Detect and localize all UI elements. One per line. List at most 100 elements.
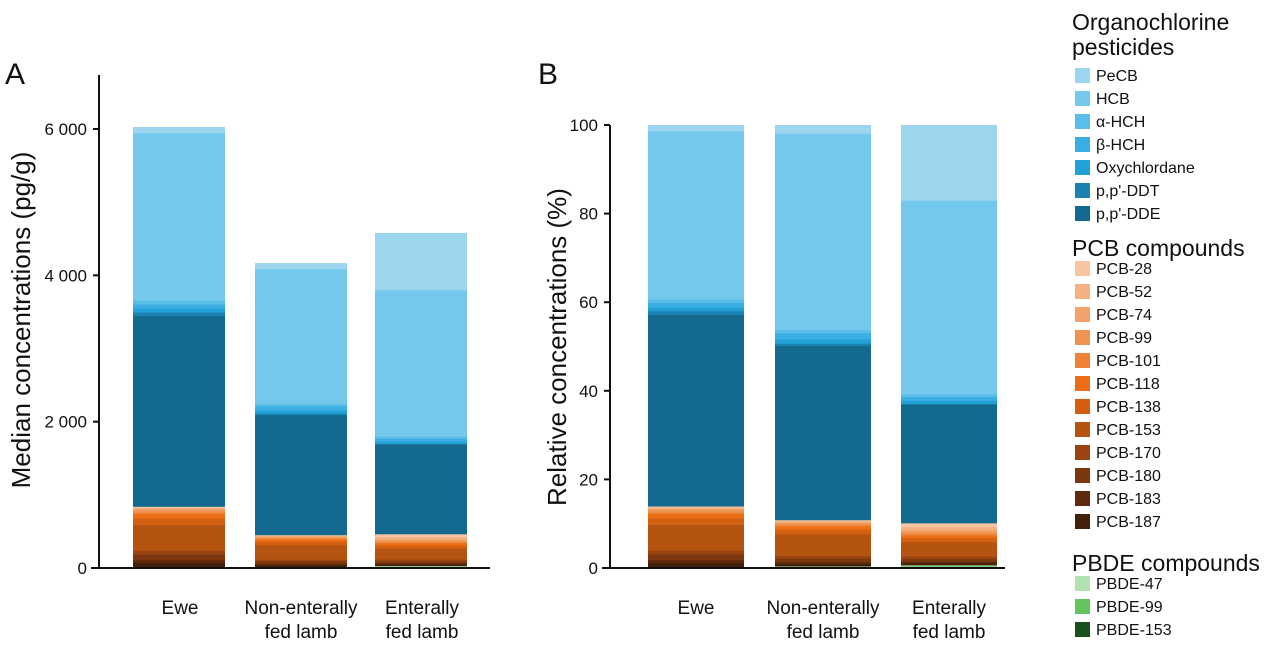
panel-a-bar-segment-PCB-74 — [133, 508, 225, 511]
legend-swatch — [1075, 137, 1090, 152]
panel-b-bar-segment-PCB-101 — [648, 512, 744, 514]
legend-item-label: β-HCH — [1096, 137, 1145, 154]
panel-a-bar-segment-p-p-DDE — [255, 414, 347, 536]
panel-a-x-tick-label: Non-enterally — [245, 598, 358, 619]
panel-b-bar-segment-PCB-118 — [648, 513, 744, 519]
legend-group-title: PCB compounds — [1072, 235, 1245, 261]
panel-a-bar-segment-PeCB — [133, 127, 225, 134]
legend-item-label: PCB-28 — [1096, 261, 1152, 278]
panel-a-bar-segment--HCH — [375, 436, 467, 439]
panel-a-bar-segment-PCB-183 — [375, 563, 467, 565]
legend-swatch — [1075, 160, 1090, 175]
panel-a-bar-segment-p-p-DDT — [255, 413, 347, 416]
panel-b-bar-segment-Oxychlordane — [775, 339, 871, 344]
panel-a-bar-segment-PCB-101 — [133, 512, 225, 515]
legend-item-label: PCB-52 — [1096, 284, 1152, 301]
panel-a-bar-segment-Oxychlordane — [255, 410, 347, 414]
legend-swatch — [1075, 307, 1090, 322]
legend-item-label: PCB-101 — [1096, 353, 1161, 370]
legend-swatch — [1075, 576, 1090, 591]
legend-item-label: PBDE-99 — [1096, 599, 1163, 616]
panel-a-y-tick-label: 6 000 — [44, 120, 87, 139]
panel-b-bar-segment-PCB-180 — [775, 558, 871, 563]
panel-a-bar-segment--HCH — [255, 406, 347, 411]
panel-a-bar-segment-Oxychlordane — [133, 308, 225, 313]
panel-a-label: A — [5, 58, 25, 91]
panel-a-bar-segment-PCB-99 — [255, 537, 347, 539]
panel-b-y-tick-label: 100 — [570, 116, 598, 135]
legend-item-label: α-HCH — [1096, 114, 1145, 131]
panel-a-bar-segment-PCB-170 — [375, 559, 467, 562]
panel-b-bar-segment-PBDE-47 — [901, 565, 997, 567]
panel-b-bar-segment-PCB-187 — [901, 563, 997, 566]
panel-b-bar-segment-HCB — [901, 200, 997, 395]
legend-swatch — [1075, 514, 1090, 529]
panel-b-x-tick-label: Ewe — [678, 598, 715, 619]
legend-group-title: pesticides — [1072, 34, 1174, 60]
panel-b-bar-segment-PCB-170 — [901, 556, 997, 560]
panel-a-bar-segment-PCB-52 — [133, 507, 225, 510]
legend-swatch — [1075, 114, 1090, 129]
panel-b-bar-segment--HCH — [648, 302, 744, 308]
panel-b-bar-segment-PCB-28 — [901, 523, 997, 528]
panel-a-bar-segment-PCB-138 — [133, 518, 225, 526]
panel-a-bar-segment-HCB — [375, 289, 467, 437]
panel-a-bar-segment-PCB-138 — [255, 541, 347, 546]
legend-swatch — [1075, 376, 1090, 391]
panel-b-bar-segment-PeCB — [775, 125, 871, 134]
panel-b-y-tick-label: 80 — [579, 205, 598, 224]
panel-a-bar-segment-HCB — [133, 132, 225, 301]
panel-b-bar-segment-PCB-74 — [775, 522, 871, 524]
panel-b-bar-segment-PCB-180 — [648, 554, 744, 561]
panel-b-bar-segment--HCH — [901, 393, 997, 398]
panel-a-bar-segment-PeCB — [255, 263, 347, 270]
panel-b-bar-segment-p-p-DDE — [775, 345, 871, 521]
legend-item-label: PCB-183 — [1096, 491, 1161, 508]
legend-item-label: PCB-74 — [1096, 307, 1152, 324]
panel-b-bar-segment-HCB — [775, 133, 871, 330]
panel-b-y-tick-label: 20 — [579, 470, 598, 489]
legend-swatch — [1075, 91, 1090, 106]
panel-b-bar-segment-Oxychlordane — [901, 400, 997, 404]
panel-a-bar-segment-PCB-52 — [255, 535, 347, 537]
panel-b-bar-segment-PCB-183 — [775, 561, 871, 564]
panel-b-bar-segment-PCB-183 — [901, 561, 997, 564]
panel-b-bar-segment-PCB-99 — [901, 531, 997, 534]
legend-swatch — [1075, 68, 1090, 83]
panel-a-bar-segment--HCH — [255, 403, 347, 407]
panel-a-bar-segment-p-p-DDE — [133, 315, 225, 507]
panel-b-bar-segment-PCB-99 — [775, 523, 871, 526]
panel-a-y-tick-label: 0 — [78, 559, 87, 578]
legend-swatch — [1075, 261, 1090, 276]
panel-b-bar-segment-PCB-180 — [901, 558, 997, 563]
panel-a-x-tick-label: Enterally — [385, 598, 459, 619]
legend-item-label: HCB — [1096, 91, 1130, 108]
panel-b-bar-segment-PCB-183 — [648, 559, 744, 564]
panel-b-bar-segment-PCB-153 — [901, 541, 997, 557]
panel-a-bar-segment-PCB-118 — [133, 513, 225, 519]
panel-a-bar-segment-PCB-180 — [255, 561, 347, 565]
panel-b-y-tick-label: 40 — [579, 382, 598, 401]
panel-b-bar-segment-p-p-DDT — [901, 403, 997, 405]
panel-a-bar-segment-PBDE-47 — [375, 565, 467, 567]
panel-b-bar-segment--HCH — [775, 329, 871, 334]
panel-a-y-axis-title: Median concentrations (pg/g) — [6, 152, 36, 489]
legend-swatch — [1075, 491, 1090, 506]
panel-b-bar-segment-PCB-170 — [648, 550, 744, 555]
panel-a-bar-segment-p-p-DDE — [375, 444, 467, 535]
legend-item-label: PeCB — [1096, 68, 1138, 85]
panel-b-bar-segment-PeCB — [901, 125, 997, 201]
panel-a-y-tick-label: 2 000 — [44, 413, 87, 432]
panel-a-bar-segment-PCB-118 — [255, 539, 347, 542]
panel-b-x-tick-label: Non-enterally — [767, 598, 880, 619]
panel-a-bar-segment-PCB-118 — [375, 543, 467, 546]
panel-a-x-tick-label: Ewe — [162, 598, 199, 619]
legend-group-title: PBDE compounds — [1072, 550, 1260, 576]
panel-b-label: B — [538, 58, 558, 91]
legend-swatch — [1075, 468, 1090, 483]
legend-item-label: Oxychlordane — [1096, 160, 1195, 177]
panel-b-bar-segment-PCB-138 — [901, 538, 997, 543]
panel-b-bar-segment--HCH — [901, 396, 997, 401]
panel-b-bar-segment-PCB-170 — [775, 555, 871, 559]
